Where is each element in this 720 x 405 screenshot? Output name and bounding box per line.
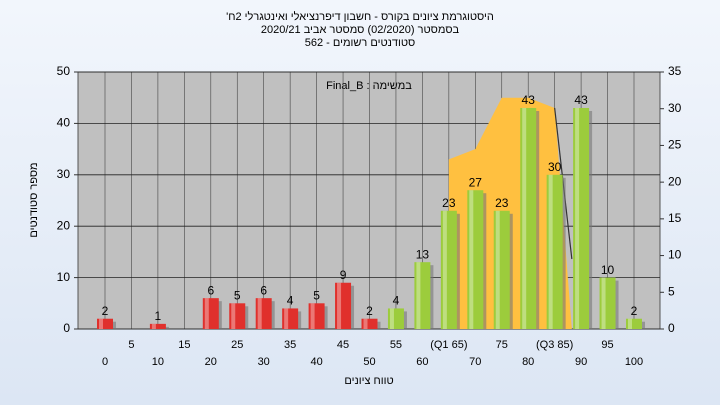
bar-highlight [257, 298, 262, 329]
x-tick-label: (Q1 65) [430, 339, 467, 351]
bar [97, 318, 113, 329]
bar-highlight [628, 318, 632, 329]
value-label: 30 [548, 160, 562, 174]
bar [467, 190, 484, 329]
bar [414, 262, 431, 329]
bar-highlight [337, 282, 342, 329]
bar [440, 210, 457, 329]
x-tick-label: 0 [102, 356, 108, 368]
value-label: 13 [416, 247, 430, 261]
y2-tick-label: 10 [668, 248, 682, 262]
bar-highlight [548, 174, 553, 329]
value-label: 23 [495, 196, 509, 210]
bar-highlight [575, 107, 580, 329]
y-tick-label: 50 [57, 64, 71, 78]
x-tick-label: 45 [337, 339, 349, 351]
bar-highlight [416, 262, 421, 329]
x-tick-label: 40 [310, 356, 322, 368]
y-tick-label: 10 [57, 270, 71, 284]
bar-highlight [363, 318, 368, 329]
x-tick-label: 5 [128, 339, 134, 351]
x-tick-label: 25 [231, 339, 243, 351]
value-label: 5 [234, 288, 241, 302]
chart-subtitle: סטודנטים רשומים - 562 [305, 37, 416, 49]
value-label: 6 [260, 283, 267, 297]
bar [387, 308, 404, 329]
value-label: 27 [469, 175, 483, 189]
bar-highlight [310, 303, 315, 329]
value-label: 43 [574, 93, 588, 107]
value-label: 1 [155, 309, 162, 323]
bar-highlight [601, 277, 606, 329]
x-tick-label: 15 [178, 339, 190, 351]
y2-tick-label: 25 [668, 138, 682, 152]
bar-highlight [389, 308, 394, 329]
plot-area [77, 71, 661, 330]
value-label: 6 [207, 283, 214, 297]
x-tick-label: (Q3 85) [536, 339, 573, 351]
x-tick-label: 50 [363, 356, 375, 368]
bar-highlight [522, 107, 527, 329]
bar-highlight [151, 323, 156, 329]
x-tick-label: 70 [469, 356, 481, 368]
bar [308, 303, 325, 329]
chart-title: היסטוגרמת ציונים בקורס - חשבון דיפרנציאל… [226, 10, 494, 23]
x-tick-label: 10 [152, 356, 164, 368]
bar [493, 210, 510, 329]
y2-tick-label: 0 [668, 321, 675, 335]
y-tick-label: 0 [63, 321, 70, 335]
value-label: 43 [522, 93, 536, 107]
x-tick-label: 30 [258, 356, 270, 368]
bar [335, 282, 352, 329]
chart-subtitle: בסמסטר (02/2020) סמסטר אביב 2020/21 [261, 24, 460, 36]
bar-highlight [231, 303, 236, 329]
value-label: 9 [340, 268, 347, 282]
bar-highlight [99, 318, 103, 329]
bar [282, 308, 299, 329]
bar-highlight [284, 308, 289, 329]
x-tick-label: 35 [284, 339, 296, 351]
x-tick-label: 90 [575, 356, 587, 368]
bar [149, 323, 166, 329]
x-tick-label: 60 [416, 356, 428, 368]
value-label: 5 [313, 288, 320, 302]
value-label: 10 [601, 263, 615, 277]
bar [573, 107, 590, 329]
value-label: 2 [102, 304, 109, 318]
y2-tick-label: 35 [668, 64, 682, 78]
y2-tick-label: 30 [668, 101, 682, 115]
x-axis-label: טווח ציונים [344, 375, 393, 387]
bar [520, 107, 537, 329]
value-label: 2 [631, 304, 638, 318]
bar-highlight [495, 210, 500, 329]
bar [626, 318, 642, 329]
bar [599, 277, 616, 329]
value-label: 2 [366, 304, 373, 318]
y-tick-label: 30 [57, 167, 71, 181]
x-tick-label: 20 [205, 356, 217, 368]
x-tick-label: 80 [522, 356, 534, 368]
x-tick-label: 75 [496, 339, 508, 351]
bar [255, 298, 272, 329]
bar [202, 298, 219, 329]
y-tick-label: 20 [57, 218, 71, 232]
x-tick-label: 100 [625, 356, 643, 368]
y2-tick-label: 5 [668, 284, 675, 298]
bar [361, 318, 378, 329]
y-tick-label: 40 [57, 116, 71, 130]
bar [546, 174, 563, 329]
bar-highlight [442, 210, 447, 329]
x-tick-label: 55 [390, 339, 402, 351]
value-label: 4 [393, 294, 400, 308]
value-label: 23 [442, 196, 456, 210]
y2-tick-label: 15 [668, 211, 682, 225]
value-label: 4 [287, 294, 294, 308]
bar-highlight [469, 190, 474, 329]
x-tick-label: 95 [601, 339, 613, 351]
bar [229, 303, 246, 329]
y2-tick-label: 20 [668, 174, 682, 188]
y-axis-label: מספר סטודנטים [28, 162, 40, 237]
bar-highlight [204, 298, 209, 329]
